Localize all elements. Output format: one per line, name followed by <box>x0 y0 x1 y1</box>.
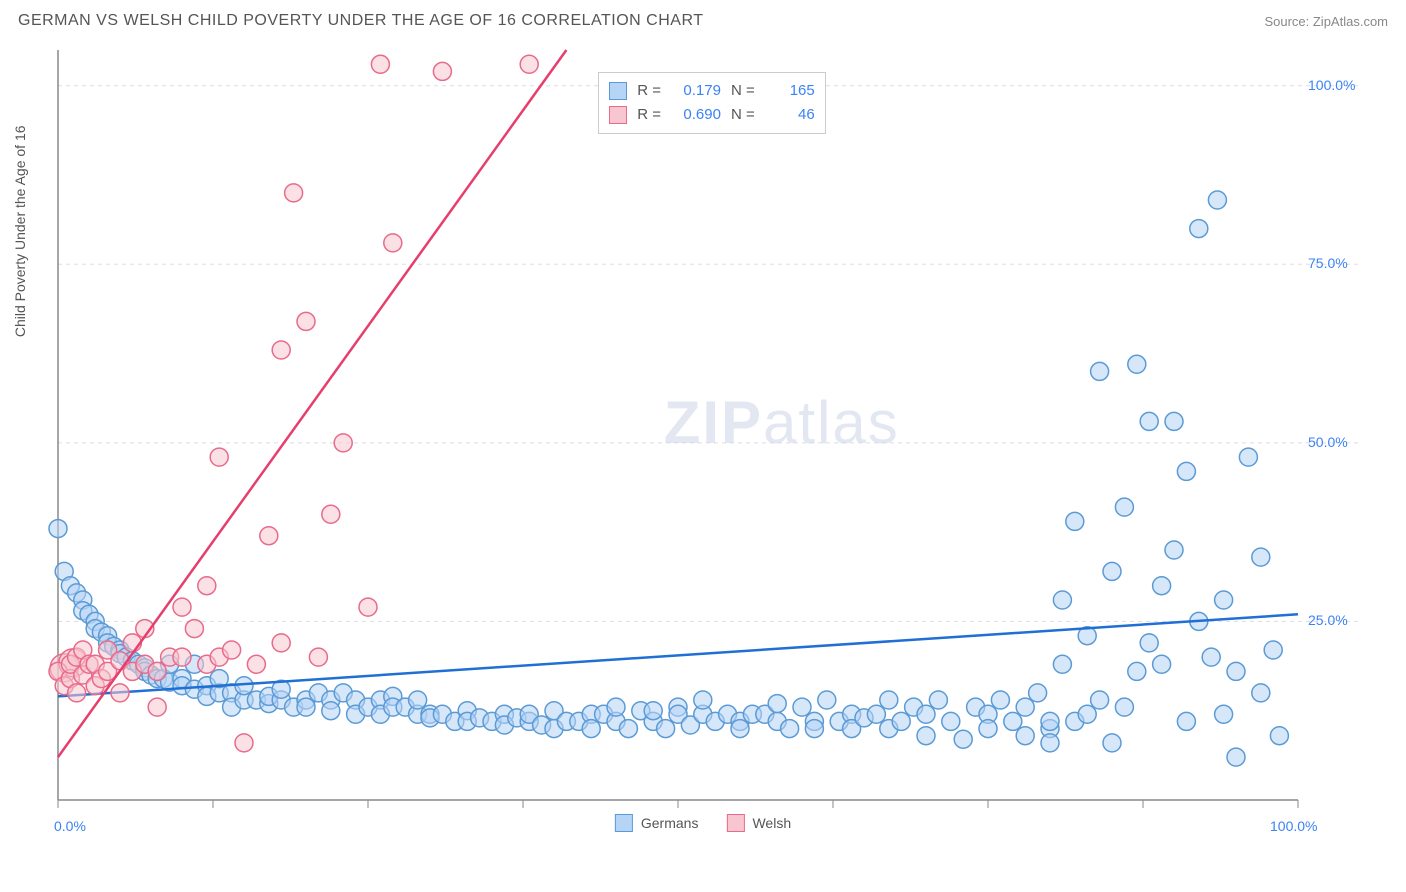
header: GERMAN VS WELSH CHILD POVERTY UNDER THE … <box>18 12 1388 30</box>
stats-r-label: R = <box>637 103 661 127</box>
legend-item: Welsh <box>726 814 791 832</box>
scatter-plot <box>48 40 1358 830</box>
y-tick-label: 75.0% <box>1308 255 1348 271</box>
stats-r-value: 0.179 <box>671 79 721 103</box>
legend-swatch <box>615 814 633 832</box>
stats-n-label: N = <box>731 79 755 103</box>
y-axis-label: Child Poverty Under the Age of 16 <box>12 125 28 337</box>
legend: Germans Welsh <box>615 814 791 832</box>
stats-r-value: 0.690 <box>671 103 721 127</box>
source-attribution: Source: ZipAtlas.com <box>1264 14 1388 29</box>
legend-swatch <box>726 814 744 832</box>
y-tick-label: 50.0% <box>1308 434 1348 450</box>
stats-swatch <box>609 82 627 100</box>
stats-n-value: 46 <box>765 103 815 127</box>
stats-n-label: N = <box>731 103 755 127</box>
y-tick-label: 25.0% <box>1308 612 1348 628</box>
stats-r-label: R = <box>637 79 661 103</box>
stats-n-value: 165 <box>765 79 815 103</box>
stats-row: R = 0.690 N = 46 <box>609 103 815 127</box>
y-tick-label: 100.0% <box>1308 77 1355 93</box>
legend-label: Germans <box>641 815 699 831</box>
correlation-stats-box: R = 0.179 N = 165 R = 0.690 N = 46 <box>598 72 826 134</box>
legend-label: Welsh <box>752 815 791 831</box>
stats-row: R = 0.179 N = 165 <box>609 79 815 103</box>
stats-swatch <box>609 106 627 124</box>
x-tick-label: 0.0% <box>54 818 86 834</box>
chart-title: GERMAN VS WELSH CHILD POVERTY UNDER THE … <box>18 12 703 30</box>
x-tick-label: 100.0% <box>1270 818 1317 834</box>
chart-area: Child Poverty Under the Age of 16 ZIPatl… <box>48 40 1358 830</box>
legend-item: Germans <box>615 814 699 832</box>
